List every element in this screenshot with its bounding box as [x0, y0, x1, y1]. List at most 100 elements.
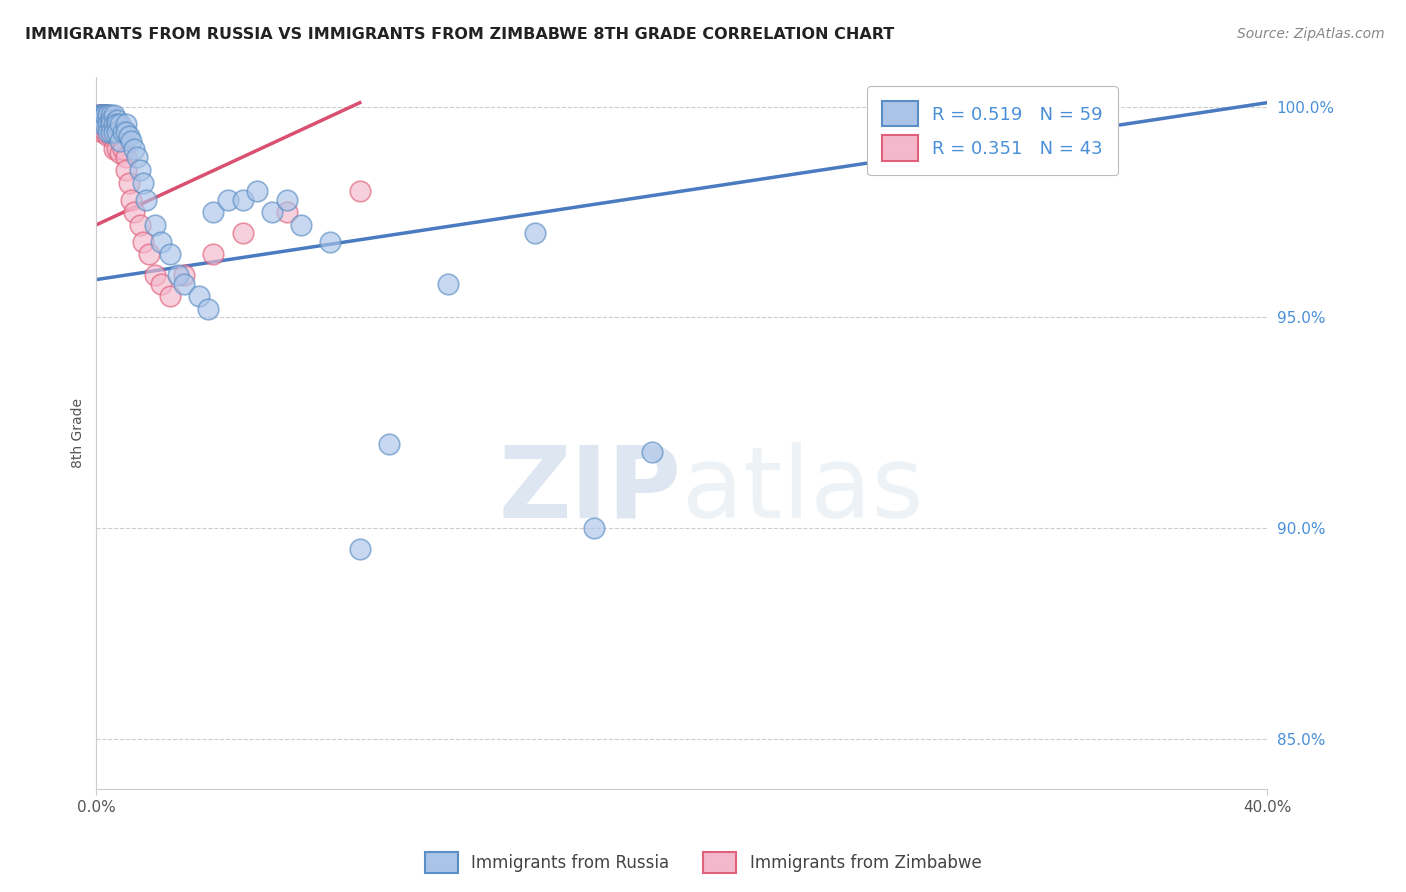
Point: [108, 146, 131, 161]
Point: [97, 108, 120, 122]
Point: [582, 521, 605, 535]
Point: [129, 163, 152, 178]
Point: [94, 108, 117, 122]
Point: [105, 125, 128, 139]
Point: [91, 125, 114, 139]
Point: [138, 247, 160, 261]
Point: [124, 142, 146, 156]
Text: ZIP: ZIP: [499, 442, 682, 539]
Point: [143, 218, 166, 232]
Point: [114, 125, 136, 139]
Point: [1050, 108, 1073, 122]
Point: [97, 108, 120, 122]
Point: [105, 142, 128, 156]
Point: [89, 108, 111, 122]
Point: [105, 129, 128, 144]
Text: atlas: atlas: [682, 442, 924, 539]
Point: [97, 117, 120, 131]
Point: [149, 235, 172, 249]
Point: [246, 184, 269, 198]
Point: [89, 108, 111, 122]
Point: [276, 205, 298, 219]
Point: [97, 112, 120, 127]
Point: [117, 176, 139, 190]
Point: [159, 247, 181, 261]
Point: [97, 125, 120, 139]
Point: [202, 205, 225, 219]
Point: [524, 226, 547, 240]
Point: [114, 151, 136, 165]
Point: [105, 117, 128, 131]
Point: [97, 129, 120, 144]
Point: [100, 108, 122, 122]
Point: [94, 117, 117, 131]
Point: [91, 108, 114, 122]
Point: [91, 108, 114, 122]
Point: [91, 108, 114, 122]
Point: [173, 268, 195, 283]
Point: [91, 108, 114, 122]
Point: [94, 117, 117, 131]
Point: [143, 268, 166, 283]
Point: [121, 193, 143, 207]
Point: [100, 112, 122, 127]
Point: [197, 301, 219, 316]
Point: [232, 226, 254, 240]
Point: [127, 151, 149, 165]
Point: [173, 277, 195, 291]
Point: [319, 235, 342, 249]
Point: [276, 193, 298, 207]
Point: [100, 129, 122, 144]
Point: [94, 108, 117, 122]
Point: [100, 112, 122, 127]
Point: [103, 117, 125, 131]
Point: [114, 163, 136, 178]
Point: [94, 108, 117, 122]
Point: [100, 125, 122, 139]
Point: [129, 218, 152, 232]
Point: [149, 277, 172, 291]
Point: [202, 247, 225, 261]
Point: [167, 268, 190, 283]
Text: Source: ZipAtlas.com: Source: ZipAtlas.com: [1237, 27, 1385, 41]
Point: [349, 184, 371, 198]
Point: [103, 117, 125, 131]
Point: [105, 117, 128, 131]
Point: [97, 108, 120, 122]
Point: [436, 277, 458, 291]
Point: [124, 205, 146, 219]
Legend: R = 0.519   N = 59, R = 0.351   N = 43: R = 0.519 N = 59, R = 0.351 N = 43: [868, 87, 1118, 176]
Point: [100, 117, 122, 131]
Point: [94, 108, 117, 122]
Point: [94, 108, 117, 122]
Y-axis label: 8th Grade: 8th Grade: [72, 399, 86, 468]
Point: [91, 117, 114, 131]
Point: [108, 129, 131, 144]
Point: [111, 125, 134, 139]
Point: [260, 205, 283, 219]
Point: [378, 437, 401, 451]
Point: [108, 134, 131, 148]
Point: [97, 117, 120, 131]
Point: [89, 108, 111, 122]
Point: [159, 289, 181, 303]
Point: [349, 542, 371, 557]
Legend: Immigrants from Russia, Immigrants from Zimbabwe: Immigrants from Russia, Immigrants from …: [418, 846, 988, 880]
Point: [114, 117, 136, 131]
Point: [103, 125, 125, 139]
Point: [132, 176, 155, 190]
Point: [105, 112, 128, 127]
Point: [132, 235, 155, 249]
Point: [641, 445, 664, 459]
Point: [111, 142, 134, 156]
Point: [103, 108, 125, 122]
Point: [94, 108, 117, 122]
Text: IMMIGRANTS FROM RUSSIA VS IMMIGRANTS FROM ZIMBABWE 8TH GRADE CORRELATION CHART: IMMIGRANTS FROM RUSSIA VS IMMIGRANTS FRO…: [25, 27, 894, 42]
Point: [1080, 108, 1102, 122]
Point: [290, 218, 312, 232]
Point: [89, 117, 111, 131]
Point: [103, 129, 125, 144]
Point: [121, 134, 143, 148]
Point: [135, 193, 157, 207]
Point: [217, 193, 239, 207]
